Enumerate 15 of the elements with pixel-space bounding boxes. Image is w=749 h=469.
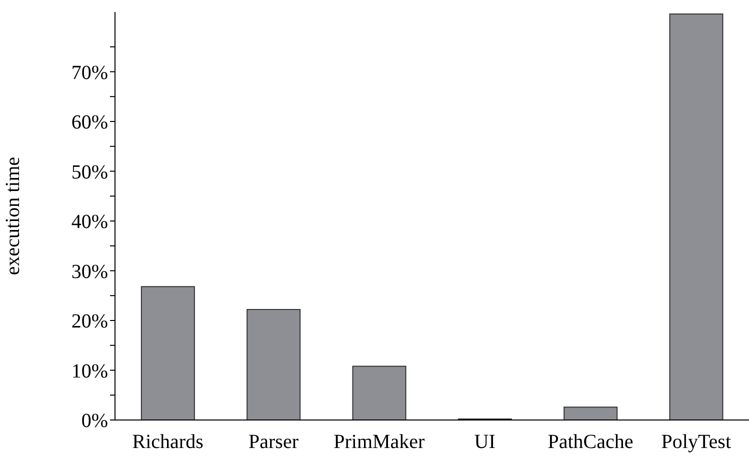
y-tick-label: 60% <box>71 112 108 134</box>
y-tick-label: 50% <box>71 161 108 184</box>
x-tick-label: PolyTest <box>661 431 732 454</box>
y-tick-label: 30% <box>71 260 108 283</box>
y-tick-label: 70% <box>71 62 108 84</box>
x-tick-label: PathCache <box>548 431 634 454</box>
x-tick-label: PrimMaker <box>334 431 426 454</box>
y-tick-label: 20% <box>71 310 108 333</box>
y-tick-label: 40% <box>71 211 108 234</box>
x-tick-label: Richards <box>132 431 204 454</box>
y-tick-label: 0% <box>81 410 108 432</box>
x-tick-label: UI <box>474 431 496 454</box>
y-tick-label: 10% <box>71 360 108 382</box>
y-axis-title: execution time <box>2 156 24 276</box>
x-tick-label: Parser <box>248 431 299 454</box>
